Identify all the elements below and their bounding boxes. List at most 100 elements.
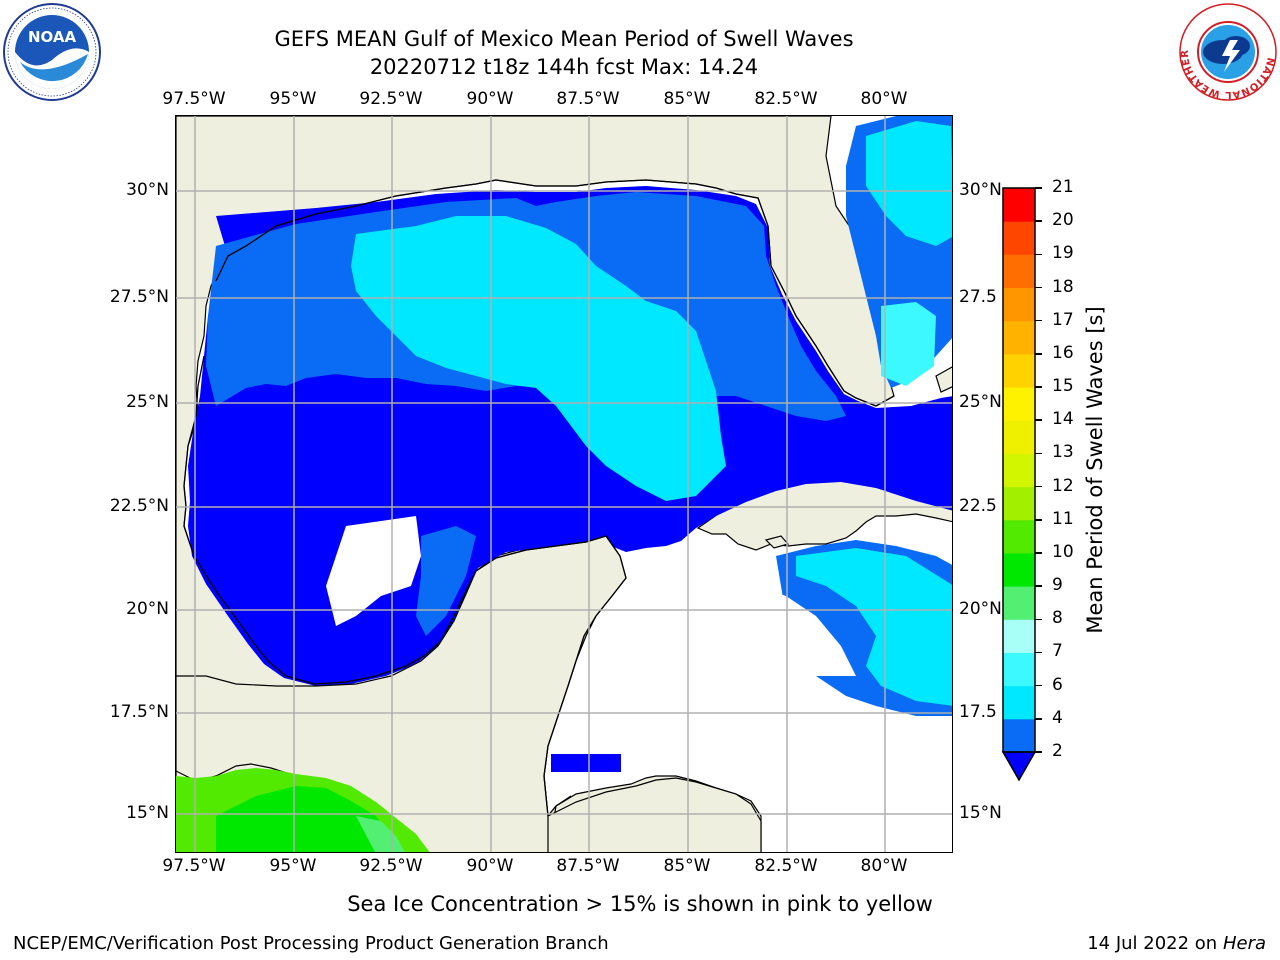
- colorbar-tick-label: 4: [1052, 707, 1063, 728]
- lat-label: 22.5: [959, 496, 997, 516]
- lon-label: 95°W: [269, 856, 317, 876]
- map-panel: [175, 115, 953, 853]
- colorbar: [1001, 187, 1037, 782]
- colorbar-tick-mark: [1035, 187, 1042, 189]
- noaa-logo: NOAA: [2, 2, 102, 102]
- colorbar-tick-mark: [1035, 651, 1042, 654]
- wave-field: [188, 116, 952, 772]
- lat-label: 20°N: [126, 599, 169, 619]
- lat-label: 22.5°N: [109, 496, 169, 516]
- lon-label: 90°W: [466, 89, 514, 109]
- wave-band-11-12-pacific: [216, 786, 396, 852]
- sea-ice-note-text: Sea Ice Concentration > 15% is shown in …: [347, 892, 933, 916]
- lon-label: 80°W: [860, 89, 908, 109]
- wave-band-honduras: [551, 754, 621, 772]
- colorbar-swatch: [1003, 353, 1035, 388]
- colorbar-swatch: [1003, 718, 1035, 753]
- date-machine: Hera: [1222, 933, 1266, 954]
- colorbar-tick-label: 13: [1052, 442, 1074, 463]
- colorbar-tick-label: 19: [1052, 243, 1074, 264]
- lon-label: 87.5°W: [556, 856, 620, 876]
- colorbar-swatch: [1003, 519, 1035, 554]
- lon-label: 97.5°W: [162, 856, 226, 876]
- colorbar-tick-label: 8: [1052, 608, 1063, 629]
- sea-ice-note: Sea Ice Concentration > 15% is shown in …: [0, 892, 1280, 916]
- colorbar-border: [1002, 187, 1036, 753]
- colorbar-tick-label: 7: [1052, 641, 1063, 662]
- colorbar-swatch: [1003, 619, 1035, 653]
- wave-band-4-6-caribbean: [796, 548, 952, 706]
- wave-band-4-6: [351, 216, 726, 501]
- colorbar-tick-label: 15: [1052, 376, 1074, 397]
- lat-label: 30°N: [959, 180, 1002, 200]
- lon-label: 80°W: [860, 856, 908, 876]
- nodata-campeche: [326, 516, 421, 626]
- chart-subtitle: 20220712 t18z 144h fcst Max: 14.24: [369, 55, 759, 79]
- lon-label: 87.5°W: [556, 89, 620, 109]
- nodata-yucatan-channel: [756, 586, 856, 676]
- colorbar-tick-mark: [1035, 684, 1042, 687]
- colorbar-tick-mark: [1035, 519, 1042, 521]
- colorbar-tick-label: 6: [1052, 674, 1063, 695]
- lon-label: 82.5°W: [754, 89, 818, 109]
- colorbar-tick-label: 17: [1052, 309, 1074, 330]
- land-bahamas: [935, 366, 952, 393]
- lat-label: 15°N: [959, 803, 1002, 823]
- colorbar-tick-mark: [1035, 286, 1042, 289]
- chart-title: GEFS MEAN Gulf of Mexico Mean Period of …: [274, 27, 854, 51]
- colorbar-tick-label: 11: [1052, 508, 1074, 529]
- lon-label: 92.5°W: [359, 89, 423, 109]
- lat-label: 25°N: [126, 392, 169, 412]
- lon-label: 92.5°W: [359, 856, 423, 876]
- lat-label: 17.5°N: [109, 702, 169, 722]
- colorbar-tick-label: 2: [1052, 741, 1063, 761]
- colorbar-swatch: [1003, 188, 1035, 222]
- coastline: [183, 179, 895, 817]
- colorbar-tick-label: 20: [1052, 210, 1074, 231]
- colorbar-tick-mark: [1035, 552, 1042, 554]
- colorbar-swatch: [1003, 685, 1035, 720]
- colorbar-swatch: [1003, 221, 1035, 255]
- colorbar-tick-mark: [1035, 386, 1042, 388]
- colorbar-tick-label: 9: [1052, 575, 1063, 596]
- colorbar-swatch: [1003, 420, 1035, 454]
- lon-label: 97.5°W: [162, 89, 226, 109]
- lat-label: 17.5: [959, 702, 997, 722]
- colorbar-tick-label: 18: [1052, 276, 1074, 297]
- lat-label: 27.5: [959, 287, 997, 307]
- colorbar-tick-mark: [1035, 751, 1042, 753]
- colorbar-tick-label: 10: [1052, 541, 1074, 562]
- colorbar-tick-mark: [1035, 253, 1042, 256]
- colorbar-tick-mark: [1035, 419, 1042, 421]
- lon-label: 82.5°W: [754, 856, 818, 876]
- colorbar-tick-mark: [1035, 353, 1042, 355]
- lat-label: 27.5°N: [109, 287, 169, 307]
- colorbar-tick-mark: [1035, 585, 1042, 587]
- colorbar-swatch: [1003, 486, 1035, 521]
- colorbar-tick-mark: [1035, 618, 1042, 621]
- colorbar-swatch: [1003, 453, 1035, 488]
- colorbar-tick-mark: [1035, 485, 1042, 488]
- wave-band-2-4-campeche: [416, 526, 476, 636]
- land-isle-of-youth: [764, 535, 790, 549]
- lat-label: 15°N: [126, 803, 169, 823]
- nws-logo: NATIONAL WEATHER SERVICE: [1174, 0, 1278, 102]
- lon-label: 95°W: [269, 89, 317, 109]
- colorbar-tick-mark: [1035, 319, 1042, 322]
- colorbar-swatch: [1003, 586, 1035, 620]
- wave-band-4-6-east: [866, 121, 952, 246]
- gridlines: [176, 116, 952, 852]
- map-canvas: [176, 116, 952, 852]
- date-text: 14 Jul 2022 on Hera: [1087, 933, 1266, 954]
- date-prefix: 14 Jul 2022 on: [1087, 933, 1223, 954]
- lon-label: 90°W: [466, 856, 514, 876]
- land-central-america: [547, 777, 762, 852]
- lon-label: 85°W: [663, 856, 711, 876]
- colorbar-swatch: [1003, 320, 1035, 355]
- colorbar-swatch: [1003, 552, 1035, 587]
- colorbar-tick-label: 14: [1052, 409, 1074, 430]
- lat-label: 30°N: [126, 180, 169, 200]
- colorbar-swatch: [1003, 254, 1035, 289]
- lat-label: 25°N: [959, 392, 1002, 412]
- credit-text: NCEP/EMC/Verification Post Processing Pr…: [13, 933, 609, 954]
